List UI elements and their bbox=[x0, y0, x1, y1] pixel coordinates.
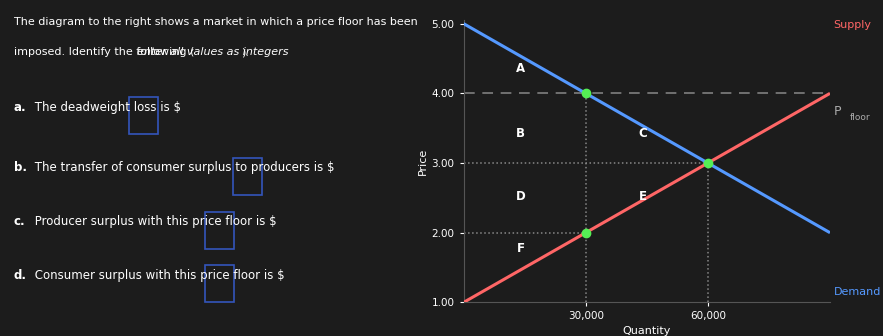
Text: Producer surplus with this price floor is $: Producer surplus with this price floor i… bbox=[31, 215, 276, 228]
Text: a.: a. bbox=[13, 101, 26, 114]
Text: Supply: Supply bbox=[834, 20, 872, 30]
Text: A: A bbox=[516, 62, 525, 76]
Text: B: B bbox=[516, 127, 525, 140]
Text: d.: d. bbox=[13, 269, 26, 282]
X-axis label: Quantity: Quantity bbox=[623, 326, 671, 336]
Text: b.: b. bbox=[13, 161, 26, 174]
Text: F: F bbox=[517, 242, 525, 255]
Text: P: P bbox=[834, 104, 841, 118]
Text: floor: floor bbox=[850, 113, 871, 122]
Y-axis label: Price: Price bbox=[418, 148, 427, 175]
Text: ).: ). bbox=[241, 47, 249, 57]
Text: enter all values as integers: enter all values as integers bbox=[137, 47, 288, 57]
Text: The deadweight loss is $: The deadweight loss is $ bbox=[31, 101, 181, 114]
Text: Demand: Demand bbox=[834, 287, 881, 297]
Text: E: E bbox=[638, 190, 646, 203]
Text: Consumer surplus with this price floor is $: Consumer surplus with this price floor i… bbox=[31, 269, 284, 282]
Text: imposed. Identify the following (: imposed. Identify the following ( bbox=[13, 47, 194, 57]
Text: The diagram to the right shows a market in which a price floor has been: The diagram to the right shows a market … bbox=[13, 17, 418, 27]
Text: c.: c. bbox=[13, 215, 26, 228]
Text: C: C bbox=[638, 127, 647, 140]
Text: D: D bbox=[516, 190, 525, 203]
Text: The transfer of consumer surplus to producers is $: The transfer of consumer surplus to prod… bbox=[31, 161, 335, 174]
